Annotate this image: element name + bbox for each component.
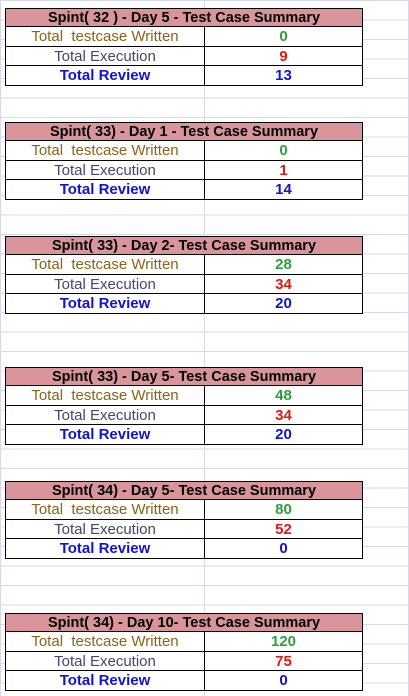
written-label[interactable]: Total testcase Written [5,632,205,652]
block-title[interactable]: Spint( 32 ) - Day 5 - Test Case Summary [5,8,363,27]
summary-block: Spint( 34) - Day 10- Test Case Summary T… [5,613,363,691]
review-value[interactable]: 20 [205,425,363,445]
block-title[interactable]: Spint( 33) - Day 1 - Test Case Summary [5,122,363,141]
execution-row: Total Execution 34 [5,405,363,425]
execution-value[interactable]: 34 [205,274,363,294]
summary-block: Spint( 32 ) - Day 5 - Test Case Summary … [5,8,363,86]
summary-block: Spint( 33) - Day 1 - Test Case Summary T… [5,122,363,200]
written-label[interactable]: Total testcase Written [5,386,205,406]
execution-value[interactable]: 1 [205,160,363,180]
execution-value[interactable]: 9 [205,46,363,66]
written-label[interactable]: Total testcase Written [5,27,205,47]
summary-block: Spint( 34) - Day 5- Test Case Summary To… [5,481,363,559]
review-label[interactable]: Total Review [5,180,205,200]
review-value[interactable]: 20 [205,294,363,314]
written-row: Total testcase Written 0 [5,141,363,161]
written-label[interactable]: Total testcase Written [5,500,205,520]
review-row: Total Review 0 [5,539,363,559]
review-value[interactable]: 0 [205,671,363,691]
review-value[interactable]: 14 [205,180,363,200]
execution-label[interactable]: Total Execution [5,519,205,539]
block-title[interactable]: Spint( 34) - Day 10- Test Case Summary [5,613,363,632]
summary-block: Spint( 33) - Day 5- Test Case Summary To… [5,367,363,445]
execution-value[interactable]: 52 [205,519,363,539]
execution-row: Total Execution 9 [5,46,363,66]
review-label[interactable]: Total Review [5,66,205,86]
written-row: Total testcase Written 120 [5,632,363,652]
review-row: Total Review 20 [5,425,363,445]
block-title[interactable]: Spint( 33) - Day 2- Test Case Summary [5,236,363,255]
review-label[interactable]: Total Review [5,671,205,691]
execution-label[interactable]: Total Execution [5,651,205,671]
review-row: Total Review 20 [5,294,363,314]
execution-value[interactable]: 75 [205,651,363,671]
block-title[interactable]: Spint( 33) - Day 5- Test Case Summary [5,367,363,386]
review-label[interactable]: Total Review [5,539,205,559]
written-value[interactable]: 80 [205,500,363,520]
execution-label[interactable]: Total Execution [5,274,205,294]
execution-label[interactable]: Total Execution [5,405,205,425]
execution-label[interactable]: Total Execution [5,160,205,180]
written-value[interactable]: 28 [205,255,363,275]
written-row: Total testcase Written 28 [5,255,363,275]
summary-block: Spint( 33) - Day 2- Test Case Summary To… [5,236,363,314]
review-row: Total Review 14 [5,180,363,200]
execution-row: Total Execution 1 [5,160,363,180]
execution-value[interactable]: 34 [205,405,363,425]
written-value[interactable]: 0 [205,141,363,161]
written-row: Total testcase Written 0 [5,27,363,47]
block-title[interactable]: Spint( 34) - Day 5- Test Case Summary [5,481,363,500]
review-value[interactable]: 0 [205,539,363,559]
execution-row: Total Execution 52 [5,519,363,539]
written-label[interactable]: Total testcase Written [5,255,205,275]
written-value[interactable]: 48 [205,386,363,406]
written-label[interactable]: Total testcase Written [5,141,205,161]
execution-row: Total Execution 75 [5,651,363,671]
review-value[interactable]: 13 [205,66,363,86]
written-row: Total testcase Written 48 [5,386,363,406]
written-row: Total testcase Written 80 [5,500,363,520]
written-value[interactable]: 120 [205,632,363,652]
execution-label[interactable]: Total Execution [5,46,205,66]
review-label[interactable]: Total Review [5,425,205,445]
review-row: Total Review 0 [5,671,363,691]
execution-row: Total Execution 34 [5,274,363,294]
written-value[interactable]: 0 [205,27,363,47]
review-label[interactable]: Total Review [5,294,205,314]
review-row: Total Review 13 [5,66,363,86]
